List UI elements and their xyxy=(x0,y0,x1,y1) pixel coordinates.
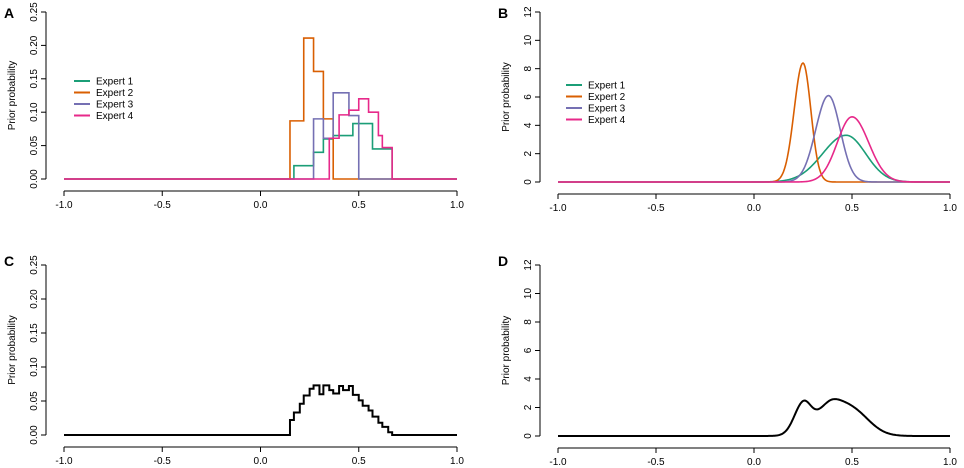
legend-label: Expert 3 xyxy=(588,104,626,115)
y-tick-label-c: 0.00 xyxy=(29,425,40,445)
x-tick-label-b: 1.0 xyxy=(943,203,957,214)
y-tick-label-b: 0 xyxy=(523,179,534,185)
panel-label-b: B xyxy=(498,5,508,21)
series-line-combined-c xyxy=(64,384,457,436)
y-tick-label-d: 0 xyxy=(523,433,534,439)
x-tick-label-d: 0.0 xyxy=(747,457,761,468)
y-tick-label-c: 0.25 xyxy=(29,255,40,275)
y-tick-label-b: 6 xyxy=(523,94,534,100)
x-tick-label-d: 1.0 xyxy=(943,457,957,468)
x-tick-label-a: 0.5 xyxy=(352,200,366,211)
legend-label: Expert 2 xyxy=(588,92,626,103)
x-tick-label-d: -0.5 xyxy=(647,457,665,468)
y-tick-label-d: 8 xyxy=(523,319,534,325)
y-tick-label-d: 6 xyxy=(523,347,534,353)
y-tick-label-c: 0.05 xyxy=(29,391,40,411)
series-line-combined-d xyxy=(558,398,950,437)
series-line-expert-1-a xyxy=(64,122,457,180)
y-axis-label-d: Prior probability xyxy=(501,316,512,385)
series-line-expert-3-a xyxy=(64,92,457,180)
y-tick-label-d: 4 xyxy=(523,376,534,382)
legend-label: Expert 4 xyxy=(588,115,626,126)
panel-a: A Prior probability 0.00 0.05 0.10 0.15 0.20 0.… xyxy=(4,2,464,211)
x-tick-label-d: -1.0 xyxy=(549,457,567,468)
legend-label: Expert 3 xyxy=(96,100,134,111)
y-tick-label-a: 0.10 xyxy=(29,102,40,122)
x-tick-label-c: 0.0 xyxy=(254,456,268,467)
y-tick-label-d: 12 xyxy=(523,259,534,271)
y-tick-label-b: 2 xyxy=(523,150,534,156)
x-tick-label-d: 0.5 xyxy=(845,457,859,468)
legend-label: Expert 1 xyxy=(96,77,134,88)
panel-label-d: D xyxy=(498,253,508,269)
y-tick-label-c: 0.20 xyxy=(29,289,40,309)
y-axis-label-b: Prior probability xyxy=(501,62,512,131)
y-tick-label-a: 0.25 xyxy=(29,2,40,22)
y-tick-label-c: 0.15 xyxy=(29,323,40,343)
y-tick-label-c: 0.10 xyxy=(29,357,40,377)
panel-d: D Prior probability 0 2 4 6 8 10 12 -1.0 -0.5 0.0 0.… xyxy=(498,253,957,468)
y-tick-label-a: 0.00 xyxy=(29,169,40,189)
x-tick-label-c: 0.5 xyxy=(352,456,366,467)
legend-label: Expert 2 xyxy=(96,88,134,99)
x-tick-label-a: 1.0 xyxy=(450,200,464,211)
series-line-expert-4-a xyxy=(64,98,457,180)
x-tick-label-b: -1.0 xyxy=(549,203,567,214)
y-tick-label-b: 8 xyxy=(523,65,534,71)
panel-c: C Prior probability 0.00 0.05 0.10 0.15 0.20 0.… xyxy=(4,253,464,467)
y-tick-label-a: 0.15 xyxy=(29,69,40,89)
x-tick-label-b: 0.5 xyxy=(845,203,859,214)
y-axis-label-a: Prior probability xyxy=(7,61,18,130)
series-line-expert-4-b xyxy=(558,116,950,183)
x-tick-label-b: 0.0 xyxy=(747,203,761,214)
y-tick-label-b: 12 xyxy=(523,6,534,18)
y-tick-label-a: 0.05 xyxy=(29,135,40,155)
panel-label-c: C xyxy=(4,253,14,269)
y-axis-label-c: Prior probability xyxy=(7,315,18,384)
x-tick-label-a: 0.0 xyxy=(254,200,268,211)
y-tick-label-b: 4 xyxy=(523,122,534,128)
y-tick-label-d: 10 xyxy=(523,288,534,300)
y-tick-label-b: 10 xyxy=(523,34,534,46)
y-tick-label-d: 2 xyxy=(523,404,534,410)
legend-label: Expert 4 xyxy=(96,111,134,122)
x-tick-label-a: -1.0 xyxy=(55,200,73,211)
x-tick-label-a: -0.5 xyxy=(154,200,172,211)
x-tick-label-c: 1.0 xyxy=(450,456,464,467)
panel-label-a: A xyxy=(4,5,14,21)
x-tick-label-c: -1.0 xyxy=(55,456,73,467)
series-line-expert-1-b xyxy=(558,134,950,183)
y-tick-label-a: 0.20 xyxy=(29,35,40,55)
panel-b: B Prior probability 0 2 4 6 8 10 12 -1.0 -0.5 0.0 0.… xyxy=(498,5,957,214)
x-tick-label-c: -0.5 xyxy=(154,456,172,467)
legend-label: Expert 1 xyxy=(588,81,626,92)
x-tick-label-b: -0.5 xyxy=(647,203,665,214)
